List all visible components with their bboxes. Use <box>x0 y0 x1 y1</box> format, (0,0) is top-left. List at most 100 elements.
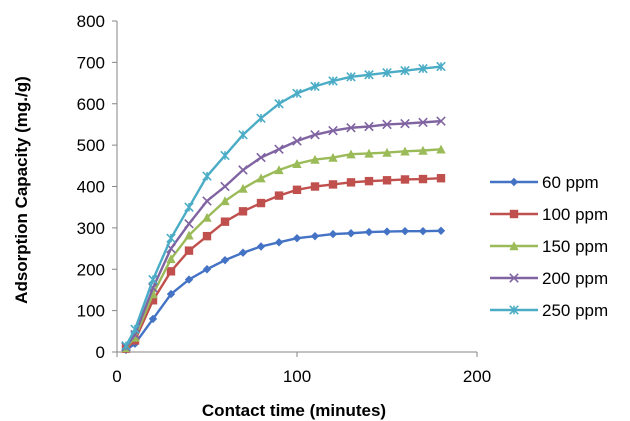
x-axis-title: Contact time (minutes) <box>202 401 386 420</box>
data-point <box>220 217 230 226</box>
data-point <box>436 116 446 126</box>
data-point <box>509 241 519 251</box>
data-point <box>148 296 158 305</box>
data-point <box>346 72 356 82</box>
data-point <box>184 246 194 255</box>
data-point <box>346 149 356 159</box>
data-point <box>184 202 194 212</box>
data-point <box>220 196 230 206</box>
data-point <box>310 81 320 92</box>
x-tick-label: 0 <box>112 367 121 386</box>
y-axis-title: Adsorption Capacity (mg./g) <box>12 76 31 304</box>
data-point <box>436 61 446 72</box>
y-tick-label: 400 <box>77 178 105 197</box>
data-point <box>382 227 392 236</box>
data-point <box>184 275 194 284</box>
data-point <box>238 207 248 216</box>
data-point <box>418 63 428 74</box>
data-point <box>292 159 302 168</box>
data-point <box>310 130 320 140</box>
data-point <box>346 178 356 187</box>
data-point <box>256 242 266 251</box>
data-point <box>274 98 284 109</box>
data-point <box>509 305 519 315</box>
data-point <box>509 273 519 283</box>
data-point <box>310 231 320 241</box>
data-point <box>418 117 428 128</box>
legend-label: 100 ppm <box>542 205 608 224</box>
data-point <box>382 176 392 185</box>
data-point <box>166 233 176 243</box>
data-point <box>238 248 248 257</box>
data-point <box>400 175 410 184</box>
data-point <box>292 234 302 243</box>
data-point <box>220 181 230 192</box>
legend-label: 150 ppm <box>542 237 608 256</box>
data-point <box>364 227 374 237</box>
y-tick-label: 600 <box>77 95 105 114</box>
data-point <box>292 185 302 195</box>
y-tick-label: 800 <box>77 12 105 31</box>
data-point <box>382 119 392 130</box>
data-point <box>292 88 302 99</box>
data-point <box>400 118 410 129</box>
data-point <box>184 218 194 229</box>
data-point <box>220 255 230 265</box>
data-point <box>436 226 446 235</box>
data-point <box>328 180 338 189</box>
data-point <box>148 274 158 285</box>
data-point <box>274 165 284 175</box>
y-tick-label: 0 <box>96 343 105 362</box>
y-tick-label: 500 <box>77 136 105 155</box>
data-point <box>184 230 194 240</box>
data-point <box>364 70 374 80</box>
data-point <box>382 147 392 157</box>
data-point <box>220 150 230 161</box>
legend-item: 250 ppm <box>490 301 608 320</box>
data-point <box>436 144 446 154</box>
data-point <box>121 341 131 351</box>
data-point <box>509 209 519 219</box>
data-point <box>328 229 338 239</box>
x-tick-label: 100 <box>283 367 311 386</box>
data-point <box>166 289 176 299</box>
data-point <box>400 146 410 156</box>
data-point <box>328 125 338 136</box>
series-line <box>124 65 442 347</box>
series-line <box>125 177 442 350</box>
data-point <box>274 144 284 155</box>
data-point <box>310 182 320 191</box>
data-point <box>382 67 392 78</box>
data-point <box>400 65 410 76</box>
data-point <box>256 152 266 163</box>
axes: 0 100 200 300 400 500 600 700 800 0 100 200 <box>77 12 492 386</box>
y-tick-label: 700 <box>77 53 105 72</box>
data-point <box>274 191 284 200</box>
data-point <box>509 177 519 187</box>
data-point <box>292 136 302 146</box>
y-tick-label: 300 <box>77 219 105 238</box>
data-point <box>256 198 266 208</box>
data-point <box>418 174 428 184</box>
data-point <box>274 238 284 247</box>
data-point <box>256 113 266 123</box>
x-tick-label: 200 <box>463 367 491 386</box>
data-point <box>346 122 356 133</box>
data-point <box>166 254 176 264</box>
series-line <box>125 229 442 351</box>
data-point <box>238 130 248 140</box>
data-point <box>418 145 428 155</box>
legend-item: 100 ppm <box>490 205 608 224</box>
series-layer <box>121 61 446 355</box>
data-point <box>364 176 374 186</box>
legend-item: 60 ppm <box>490 173 599 192</box>
data-point <box>328 152 338 162</box>
y-tick-label: 100 <box>77 302 105 321</box>
data-point <box>202 196 212 206</box>
series-60-ppm <box>121 226 446 355</box>
data-point <box>364 148 374 158</box>
series-200-ppm <box>121 116 446 352</box>
legend-label: 200 ppm <box>542 269 608 288</box>
legend-label: 250 ppm <box>542 301 608 320</box>
data-point <box>310 154 320 164</box>
